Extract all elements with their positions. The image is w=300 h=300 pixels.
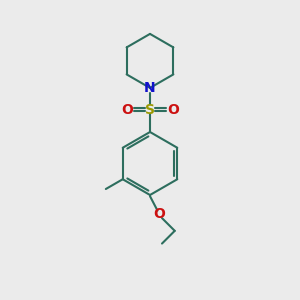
Text: N: N (144, 81, 156, 95)
Text: O: O (153, 208, 165, 221)
Text: S: S (145, 103, 155, 116)
Text: O: O (167, 103, 179, 116)
Text: O: O (121, 103, 133, 116)
